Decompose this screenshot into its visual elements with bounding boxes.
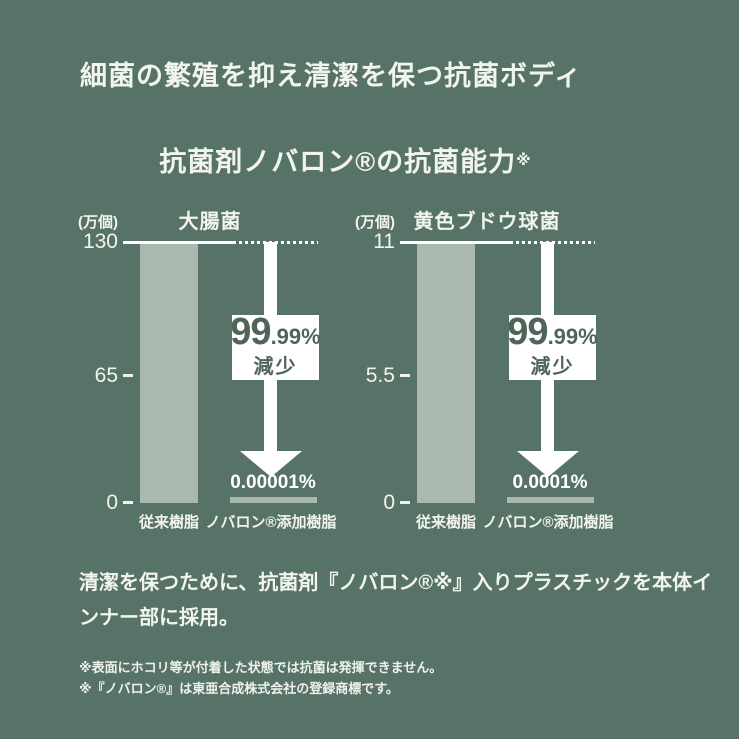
chart-section-title: 抗菌剤ノバロン®の抗菌能力※	[0, 140, 690, 179]
baseline-solid-segment	[123, 241, 233, 244]
y-tick-max: 11	[373, 230, 395, 253]
body-text-line-2: ンナー部に採用。	[79, 607, 239, 629]
conventional-resin-bar	[140, 241, 198, 503]
y-tick-dash-zero	[400, 501, 410, 504]
chart-ecoli: (万個) 大腸菌 130 65 0 99.99% 減少 0.00001% 従来樹…	[60, 205, 340, 545]
remaining-value: 0.00001%	[230, 472, 316, 493]
remaining-value: 0.0001%	[512, 472, 588, 493]
chart-section-title-note-mark: ※	[516, 152, 531, 169]
y-tick-dash-mid	[400, 374, 410, 377]
chart-name: 大腸菌	[178, 211, 242, 233]
y-tick-zero: 0	[106, 491, 118, 514]
footnote-line-2: ※『ノバロン®』は東亜合成株式会社の登録商標です。	[79, 681, 399, 696]
footnote-line-1: ※表面にホコリ等が付着した状態では抗菌は発揮できません。	[79, 660, 443, 675]
y-axis-unit-label: (万個)	[355, 214, 395, 231]
novaron-resin-bar	[230, 497, 317, 503]
reduction-percent: 99.99%	[230, 310, 321, 353]
x-label-conventional: 従来樹脂	[415, 514, 476, 531]
x-label-conventional: 従来樹脂	[138, 514, 199, 531]
reduction-percent: 99.99%	[507, 310, 598, 353]
y-tick-dash-zero	[123, 501, 133, 504]
baseline-dotted-segment	[233, 241, 318, 244]
x-label-novaron: ノバロン®添加樹脂	[482, 514, 614, 531]
footnotes: ※表面にホコリ等が付着した状態では抗菌は発揮できません。 ※『ノバロン®』は東亜…	[79, 657, 659, 699]
reduction-badge: 99.99% 減少	[507, 310, 598, 380]
y-tick-dash-mid	[123, 374, 133, 377]
y-tick-mid: 5.5	[365, 364, 395, 387]
conventional-resin-bar	[417, 241, 475, 503]
y-tick-max: 130	[82, 230, 118, 253]
chart-name: 黄色ブドウ球菌	[413, 211, 561, 233]
baseline-solid-segment	[400, 241, 510, 244]
chart-staphylococcus: (万個) 黄色ブドウ球菌 11 5.5 0 99.99% 減少 0.0001% …	[337, 205, 617, 545]
y-tick-zero: 0	[383, 491, 395, 514]
reduction-arrow-head-icon	[240, 451, 302, 477]
page-title: 細菌の繁殖を抑え清潔を保つ抗菌ボディ	[80, 61, 583, 91]
body-text: 清潔を保つために、抗菌剤『ノバロン®※』入りプラスチックを本体イ ンナー部に採用…	[79, 566, 713, 636]
reduction-word: 減少	[253, 355, 298, 378]
reduction-arrow-head-icon	[517, 451, 579, 477]
body-text-line-1: 清潔を保つために、抗菌剤『ノバロン®※』入りプラスチックを本体イ	[79, 572, 713, 594]
reduction-badge: 99.99% 減少	[230, 310, 321, 380]
reduction-word: 減少	[530, 355, 575, 378]
novaron-resin-bar	[507, 497, 594, 503]
y-axis-unit-label: (万個)	[78, 214, 118, 231]
baseline-dotted-segment	[510, 241, 595, 244]
chart-section-title-text: 抗菌剤ノバロン®の抗菌能力	[159, 147, 517, 177]
y-tick-mid: 65	[94, 364, 118, 387]
x-label-novaron: ノバロン®添加樹脂	[205, 514, 337, 531]
